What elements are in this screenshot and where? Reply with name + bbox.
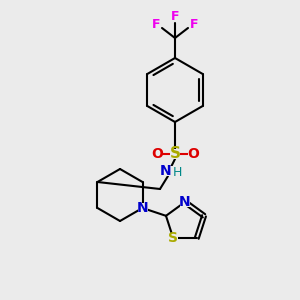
FancyBboxPatch shape xyxy=(152,149,162,159)
FancyBboxPatch shape xyxy=(168,233,178,243)
Text: N: N xyxy=(137,201,148,215)
Text: O: O xyxy=(187,147,199,161)
Text: F: F xyxy=(190,17,198,31)
FancyBboxPatch shape xyxy=(170,149,180,159)
Text: H: H xyxy=(172,166,182,178)
Text: S: S xyxy=(168,231,178,245)
FancyBboxPatch shape xyxy=(161,166,175,176)
Text: N: N xyxy=(160,164,172,178)
Text: F: F xyxy=(171,11,179,23)
Text: S: S xyxy=(169,146,181,161)
FancyBboxPatch shape xyxy=(180,197,190,207)
Text: O: O xyxy=(151,147,163,161)
Text: F: F xyxy=(152,17,160,31)
FancyBboxPatch shape xyxy=(137,203,148,213)
FancyBboxPatch shape xyxy=(188,149,198,159)
Text: N: N xyxy=(179,195,191,209)
